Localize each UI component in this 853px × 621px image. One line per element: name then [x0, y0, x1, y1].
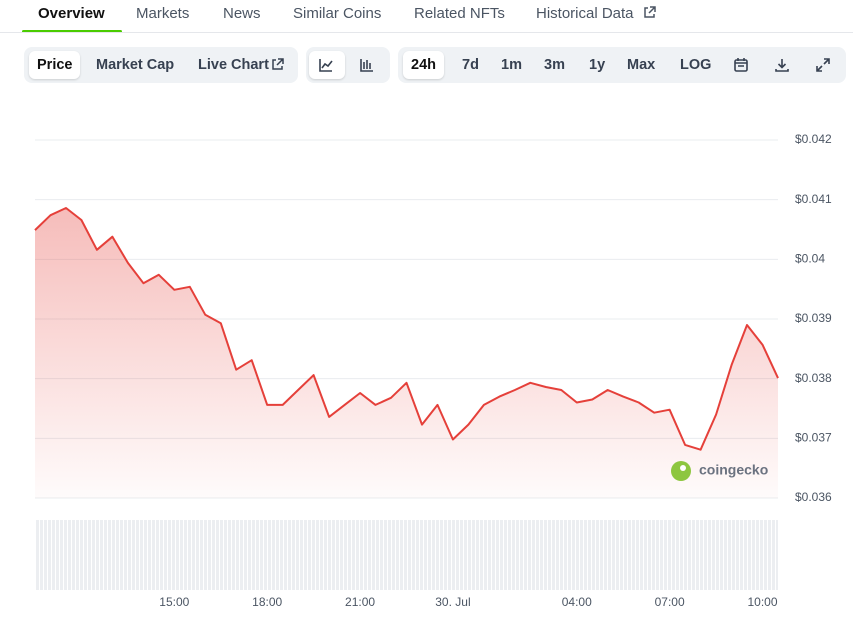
range-button[interactable]: 1m: [501, 57, 522, 73]
x-tick-label: 30. Jul: [435, 595, 470, 609]
x-tick-label: 21:00: [345, 595, 375, 609]
range-button[interactable]: 3m: [544, 57, 565, 73]
tab[interactable]: Related NFTs: [414, 5, 505, 22]
y-tick-label: $0.042: [795, 132, 832, 146]
range-button[interactable]: 24h: [403, 51, 444, 79]
y-tick-label: $0.04: [795, 252, 825, 266]
x-tick-label: 04:00: [562, 595, 592, 609]
view-button[interactable]: Price: [29, 51, 81, 79]
chart: coingecko $0.036 $0.037 $0.038 $0.039 $0.04 $…: [34, 132, 832, 609]
tab[interactable]: Similar Coins: [293, 5, 382, 22]
x-tick-label: 15:00: [159, 595, 189, 609]
external-icon: [272, 58, 284, 70]
tab[interactable]: Historical Data: [536, 5, 634, 22]
calendar-icon[interactable]: [733, 57, 749, 73]
y-tick-label: $0.037: [795, 431, 832, 445]
tab[interactable]: Overview: [38, 5, 105, 22]
range-button[interactable]: LOG: [680, 57, 712, 73]
y-tick-label: $0.038: [795, 371, 832, 385]
divider: [0, 32, 853, 33]
range-button[interactable]: Max: [627, 57, 656, 73]
fullscreen-icon[interactable]: [815, 57, 831, 73]
range-button[interactable]: 7d: [462, 57, 479, 73]
price-line: [34, 207, 779, 451]
y-tick-label: $0.039: [795, 311, 832, 325]
view-button[interactable]: Live Chart: [198, 57, 269, 73]
y-tick-label: $0.041: [795, 192, 832, 206]
download-icon[interactable]: [774, 57, 790, 73]
watermark: coingecko: [671, 461, 768, 481]
line-chart-icon: [319, 59, 333, 72]
range-button[interactable]: 1y: [589, 57, 606, 73]
y-tick-label: $0.036: [795, 490, 832, 504]
range-group: [398, 47, 846, 83]
external-icon: [644, 6, 656, 18]
x-tick-label: 18:00: [252, 595, 282, 609]
view-button[interactable]: Market Cap: [96, 57, 175, 73]
active-tab-indicator: [22, 30, 122, 33]
x-tick-label: 10:00: [748, 595, 778, 609]
watermark-text: coingecko: [699, 462, 768, 478]
x-tick-label: 07:00: [655, 595, 685, 609]
volume-backdrop: [35, 520, 778, 590]
area: [35, 208, 778, 498]
candle-chart-icon: [360, 59, 373, 72]
tab[interactable]: Markets: [136, 5, 190, 22]
tab[interactable]: News: [223, 5, 261, 22]
